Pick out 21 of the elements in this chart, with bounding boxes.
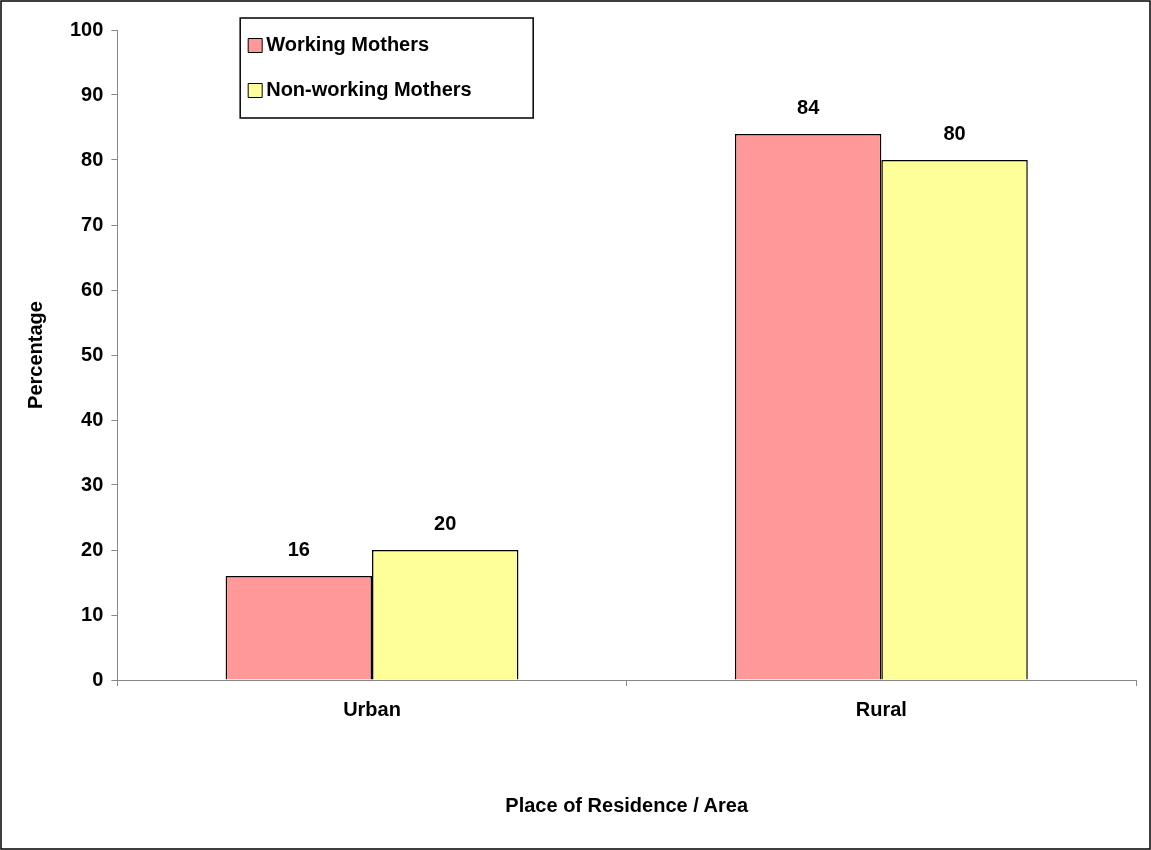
legend-label: Non-working Mothers [266, 78, 472, 101]
data-label: 80 [943, 121, 966, 144]
x-axis-title: Place of Residence / Area [505, 793, 749, 816]
y-tick-label: 100 [69, 17, 104, 40]
data-label: 84 [797, 95, 821, 118]
data-label: 20 [434, 511, 457, 534]
y-tick-label: 90 [81, 82, 104, 105]
x-tick-label: Rural [855, 697, 907, 720]
y-tick-label: 10 [81, 602, 104, 625]
x-tick-label: Urban [343, 697, 401, 720]
legend-label: Working Mothers [266, 33, 430, 56]
y-tick-label: 40 [81, 407, 104, 430]
y-tick-label: 50 [81, 342, 104, 365]
y-axis-title: Percentage [23, 301, 46, 409]
y-tick-label: 80 [81, 147, 104, 170]
y-tick-label: 20 [81, 537, 104, 560]
y-tick-label: 30 [81, 472, 104, 495]
data-label: 16 [287, 537, 310, 560]
y-tick-label: 0 [92, 667, 104, 690]
y-tick-label: 70 [81, 212, 104, 235]
y-tick-label: 60 [81, 277, 104, 300]
